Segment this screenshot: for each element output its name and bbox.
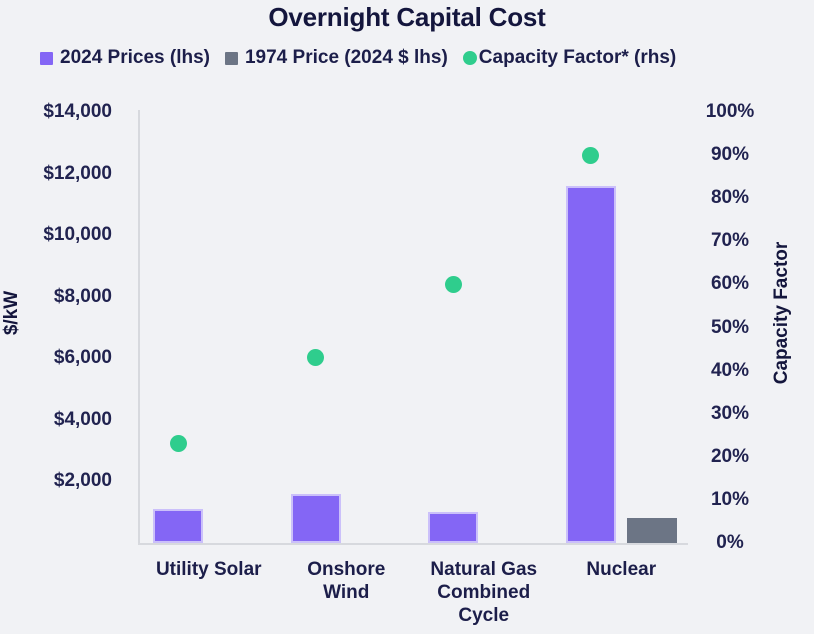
x-axis-line [138, 543, 688, 545]
right-axis-tick-label: 80% [710, 187, 750, 209]
left-axis-tick-label: $4,000 [53, 408, 112, 430]
category-label: Utility Solar [134, 558, 284, 581]
y-axis-line [138, 110, 140, 545]
left-axis-tick-label: $6,000 [53, 347, 112, 369]
bar-2024-price [290, 493, 341, 543]
right-axis-tick-label: 30% [710, 402, 750, 424]
left-axis-tick-label: $8,000 [53, 285, 112, 307]
legend-item-label: 1974 Price (2024 $ lhs) [244, 47, 448, 68]
category-label-line: Cycle [458, 605, 510, 626]
left-axis-tick-label: $14,000 [43, 101, 112, 122]
legend-item-label: 2024 Prices (lhs) [60, 47, 210, 68]
category-label: Onshore Wind [271, 558, 421, 604]
category-label-line: Onshore [307, 559, 386, 580]
legend-square-marker-icon [40, 51, 53, 65]
bar-2024-price [565, 185, 616, 543]
capacity-factor-dot [582, 146, 600, 164]
right-axis-tick-label: 90% [710, 144, 750, 166]
legend-item-label: Capacity Factor* (rhs) [478, 47, 677, 68]
capacity-factor-dot [307, 349, 325, 367]
capacity-factor-dot [169, 435, 187, 453]
right-axis-tick-label: 70% [710, 230, 750, 252]
legend-circle-marker-icon [462, 51, 477, 65]
category-label: Natural Gas Combined Cycle [409, 558, 559, 627]
legend-item: 2024 Prices (lhs) [40, 47, 210, 69]
left-axis-tick-label: $10,000 [43, 224, 112, 246]
left-axis-tick-label: $12,000 [43, 162, 112, 184]
capacity-factor-dot [444, 275, 462, 293]
right-axis-tick-label: 60% [710, 273, 750, 295]
right-axis-tick-label: 40% [710, 359, 750, 381]
bar-2024-price [153, 509, 204, 543]
category-label-line: Wind [323, 582, 370, 603]
left-axis-tick-label: $2,000 [53, 470, 112, 492]
right-axis-tick-label: 100% [705, 101, 755, 122]
bar-1974-price [626, 518, 677, 543]
legend-item: Capacity Factor* (rhs) [462, 47, 677, 69]
right-axis-tick-label: 20% [710, 445, 750, 467]
legend-item: 1974 Price (2024 $ lhs) [224, 47, 448, 69]
category-label-line: Utility Solar [155, 559, 262, 580]
right-axis-tick-label: 0% [716, 532, 744, 553]
category-label: Nuclear [546, 558, 696, 581]
right-axis-tick-label: 50% [710, 316, 750, 338]
right-axis-tick-label: 10% [710, 488, 750, 510]
chart-title: Overnight Capital Cost [268, 2, 546, 32]
category-label-line: Combined [437, 582, 531, 603]
legend: 2024 Prices (lhs) 1974 Price (2024 $ lhs)… [40, 47, 676, 69]
legend-square-marker-icon [224, 51, 238, 65]
bar-2024-price [428, 512, 479, 543]
category-label-line: Natural Gas [430, 559, 538, 580]
category-label-line: Nuclear [586, 559, 657, 580]
